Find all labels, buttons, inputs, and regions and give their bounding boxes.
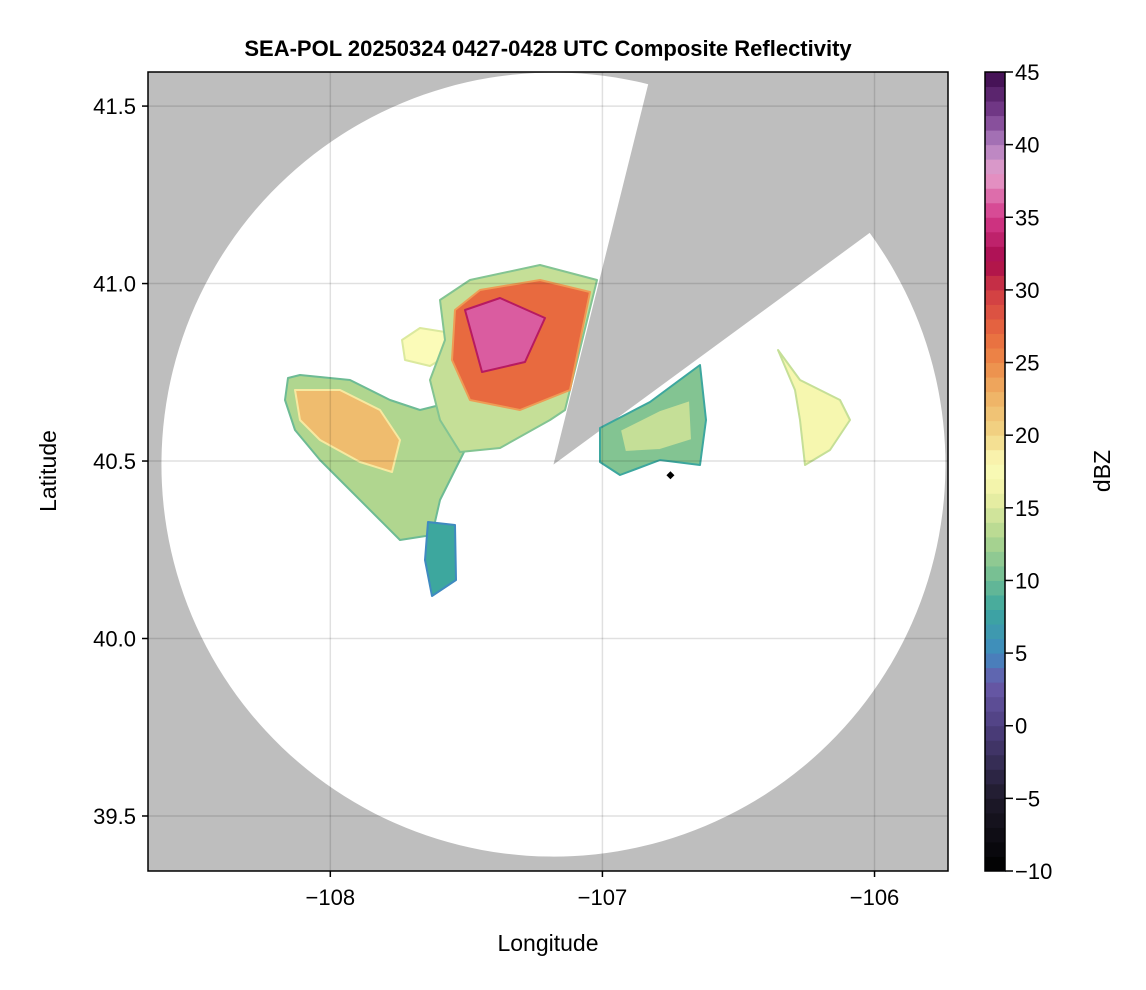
- colorbar-band: [985, 159, 1005, 175]
- echo-far-east-cell: [777, 349, 851, 466]
- colorbar-band: [985, 667, 1005, 683]
- colorbar-band: [985, 609, 1005, 625]
- y-axis-label: Latitude: [35, 430, 61, 512]
- colorbar-band: [985, 769, 1005, 785]
- colorbar-band: [985, 565, 1005, 581]
- colorbar-band: [985, 841, 1005, 857]
- colorbar: −10 −5 0 5 10 15 20 25 30 35 40 45: [984, 60, 1052, 884]
- colorbar-band: [985, 362, 1005, 378]
- colorbar-band: [985, 377, 1005, 393]
- grid-lines: [148, 72, 948, 871]
- colorbar-tick-label: 45: [1015, 60, 1039, 85]
- x-axis-label: Longitude: [497, 930, 598, 956]
- colorbar-band: [985, 478, 1005, 494]
- colorbar-band: [985, 449, 1005, 465]
- colorbar-band: [985, 754, 1005, 770]
- colorbar-band: [985, 682, 1005, 698]
- colorbar-band: [985, 522, 1005, 538]
- x-tick-label: −107: [578, 885, 628, 910]
- colorbar-band: [985, 827, 1005, 843]
- x-tick-label: −106: [850, 885, 900, 910]
- y-tick-label: 39.5: [93, 804, 136, 829]
- colorbar-band: [985, 725, 1005, 741]
- echo-western-cell-core: [294, 389, 401, 473]
- echo-southern-specks: [424, 521, 457, 597]
- colorbar-band: [985, 202, 1005, 218]
- colorbar-band: [985, 580, 1005, 596]
- colorbar-tick-label: −10: [1015, 859, 1052, 884]
- colorbar-band: [985, 289, 1005, 305]
- y-tick-label: 40.5: [93, 449, 136, 474]
- colorbar-band: [985, 173, 1005, 189]
- colorbar-band: [985, 624, 1005, 640]
- colorbar-band: [985, 420, 1005, 436]
- colorbar-band: [985, 464, 1005, 480]
- colorbar-tick-label: 15: [1015, 496, 1039, 521]
- colorbar-band: [985, 144, 1005, 160]
- colorbar-band: [985, 246, 1005, 262]
- colorbar-tick-label: 40: [1015, 133, 1039, 158]
- colorbar-band: [985, 435, 1005, 451]
- echo-east-cell-core: [619, 399, 693, 453]
- colorbar-band: [985, 101, 1005, 117]
- colorbar-label: dBZ: [1089, 450, 1115, 492]
- colorbar-frame: [984, 71, 1006, 872]
- colorbar-band: [985, 594, 1005, 611]
- colorbar-band: [985, 406, 1005, 422]
- echo-main-cell-peak: [464, 297, 546, 373]
- colorbar-band: [985, 798, 1005, 814]
- chart-title: SEA-POL 20250324 0427-0428 UTC Composite…: [244, 36, 852, 61]
- colorbar-band: [985, 304, 1005, 320]
- colorbar-band: [985, 333, 1005, 349]
- plot-frame: [147, 71, 949, 872]
- colorbar-tick-label: 25: [1015, 351, 1039, 376]
- radar-coverage: [161, 72, 946, 857]
- colorbar-band: [985, 275, 1005, 291]
- colorbar-band: [985, 856, 1005, 872]
- colorbar-band: [985, 783, 1005, 799]
- colorbar-tick-label: −5: [1015, 786, 1040, 811]
- colorbar-band: [985, 318, 1005, 334]
- colorbar-tick-label: 20: [1015, 423, 1039, 448]
- diamond-marker: [666, 471, 675, 480]
- colorbar-tick-label: 35: [1015, 205, 1039, 230]
- colorbar-band: [985, 260, 1005, 276]
- colorbar-tick-label: 5: [1015, 641, 1027, 666]
- y-tick-label: 40.0: [93, 627, 136, 652]
- colorbar-band: [985, 653, 1005, 669]
- colorbar-band: [985, 348, 1005, 364]
- colorbar-band: [985, 217, 1005, 233]
- colorbar-band: [985, 188, 1005, 204]
- colorbar-band: [985, 72, 1005, 88]
- y-axis: 39.5 40.0 40.5 41.0 41.5: [93, 94, 148, 829]
- colorbar-band: [985, 536, 1005, 552]
- echo-layer: [284, 264, 851, 597]
- colorbar-band: [985, 86, 1005, 102]
- colorbar-tick-label: 0: [1015, 714, 1027, 739]
- colorbar-tick-label: 30: [1015, 278, 1039, 303]
- colorbar-band: [985, 130, 1005, 146]
- colorbar-band: [985, 115, 1005, 131]
- colorbar-band: [985, 711, 1005, 727]
- colorbar-band: [985, 551, 1005, 567]
- colorbar-band: [985, 812, 1005, 828]
- colorbar-band: [985, 493, 1005, 509]
- colorbar-band: [985, 231, 1005, 247]
- colorbar-band: [985, 638, 1005, 654]
- colorbar-band: [985, 391, 1005, 407]
- x-tick-label: −108: [306, 885, 356, 910]
- x-axis: −108 −107 −106: [306, 871, 900, 910]
- colorbar-band: [985, 507, 1005, 523]
- colorbar-tick-label: 10: [1015, 568, 1039, 593]
- colorbar-band: [985, 696, 1005, 712]
- y-tick-label: 41.5: [93, 94, 136, 119]
- colorbar-band: [985, 740, 1005, 756]
- y-tick-label: 41.0: [93, 272, 136, 297]
